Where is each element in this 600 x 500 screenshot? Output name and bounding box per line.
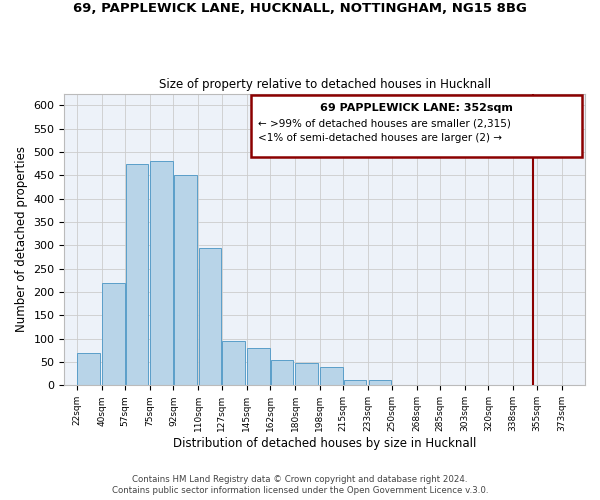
Text: <1% of semi-detached houses are larger (2) →: <1% of semi-detached houses are larger (… bbox=[258, 133, 502, 143]
Bar bbox=[125, 164, 148, 386]
Bar bbox=[174, 176, 197, 386]
Bar bbox=[247, 348, 270, 386]
Text: 69, PAPPLEWICK LANE, HUCKNALL, NOTTINGHAM, NG15 8BG: 69, PAPPLEWICK LANE, HUCKNALL, NOTTINGHA… bbox=[73, 2, 527, 16]
Y-axis label: Number of detached properties: Number of detached properties bbox=[15, 146, 28, 332]
Text: Contains public sector information licensed under the Open Government Licence v.: Contains public sector information licen… bbox=[112, 486, 488, 495]
Text: 69 PAPPLEWICK LANE: 352sqm: 69 PAPPLEWICK LANE: 352sqm bbox=[320, 104, 513, 114]
Text: Contains HM Land Registry data © Crown copyright and database right 2024.: Contains HM Land Registry data © Crown c… bbox=[132, 475, 468, 484]
Bar bbox=[151, 162, 173, 386]
X-axis label: Distribution of detached houses by size in Hucknall: Distribution of detached houses by size … bbox=[173, 437, 476, 450]
Text: ← >99% of detached houses are smaller (2,315): ← >99% of detached houses are smaller (2… bbox=[258, 118, 511, 128]
Bar bbox=[222, 341, 245, 386]
Bar bbox=[77, 352, 100, 386]
Bar bbox=[271, 360, 293, 386]
Title: Size of property relative to detached houses in Hucknall: Size of property relative to detached ho… bbox=[158, 78, 491, 91]
Bar bbox=[368, 380, 391, 386]
Bar bbox=[344, 380, 367, 386]
Bar bbox=[320, 366, 343, 386]
Bar bbox=[295, 363, 318, 386]
Bar bbox=[199, 248, 221, 386]
FancyBboxPatch shape bbox=[251, 95, 582, 156]
Bar bbox=[102, 282, 125, 386]
